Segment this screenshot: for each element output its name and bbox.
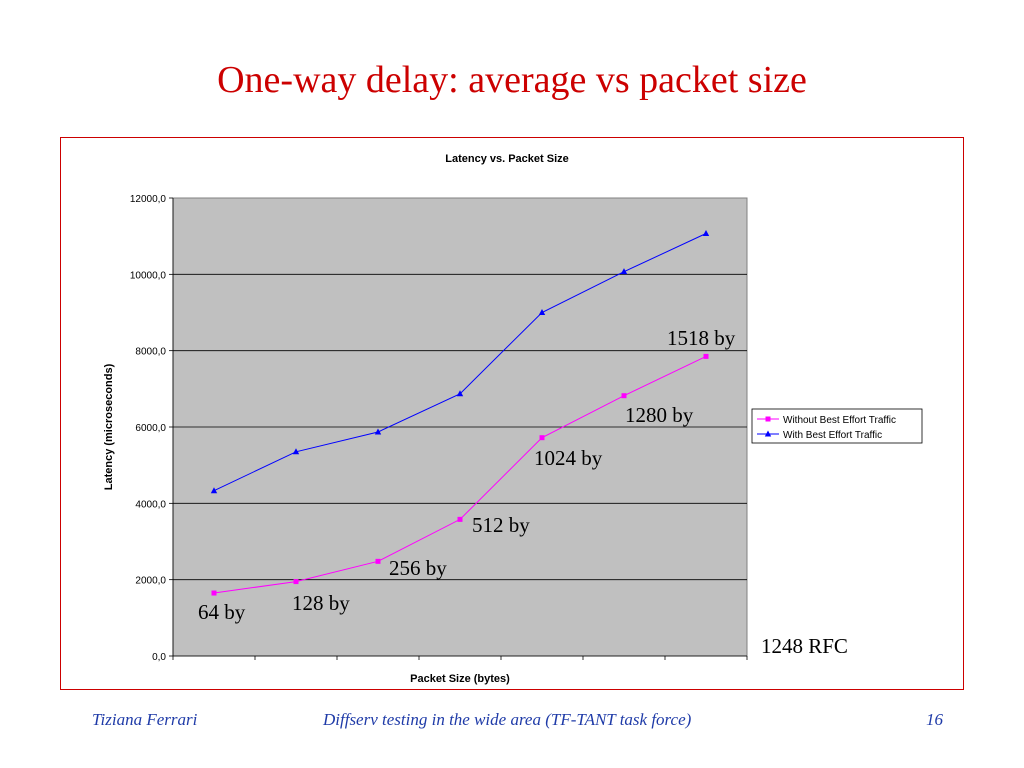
y-tick-label: 0,0 (152, 652, 166, 663)
footer-presentation-title: Diffserv testing in the wide area (TF-TA… (323, 710, 692, 729)
data-point-square (457, 516, 463, 522)
chart-title: Latency vs. Packet Size (445, 153, 569, 165)
annotation-256: 256 by (389, 556, 447, 580)
legend-label: Without Best Effort Traffic (783, 415, 896, 426)
y-tick-label: 8000,0 (135, 347, 166, 358)
y-tick-label: 4000,0 (135, 499, 166, 510)
y-tick-label: 10000,0 (130, 270, 167, 281)
data-point-square (211, 590, 217, 596)
data-point-square (703, 353, 709, 359)
latency-chart: Latency vs. Packet Size 0,0 2000,0 4000,0 6… (103, 153, 923, 685)
annotation-1024: 1024 by (534, 446, 603, 470)
annotation-64: 64 by (198, 600, 246, 624)
y-tick-label: 12000,0 (130, 194, 167, 205)
data-point-square (375, 558, 381, 564)
legend-label: With Best Effort Traffic (783, 430, 882, 441)
data-point-triangle (374, 428, 382, 435)
data-point-triangle (292, 448, 300, 455)
slide-title: One-way delay: average vs packet size (217, 59, 807, 101)
legend-marker-square (765, 416, 771, 422)
annotation-128: 128 by (292, 591, 350, 615)
annotation-rfc: 1248 RFC (761, 634, 848, 658)
annotation-512: 512 by (472, 513, 530, 537)
legend-marker-triangle (764, 430, 772, 437)
data-point-square (621, 393, 627, 399)
data-point-triangle (702, 229, 710, 236)
data-point-square (539, 435, 545, 441)
x-axis-label: Packet Size (bytes) (410, 673, 510, 685)
chart-legend: Without Best Effort Traffic With Best Eff… (751, 408, 923, 444)
footer-page-number: 16 (926, 710, 943, 729)
footer-author: Tiziana Ferrari (92, 710, 198, 729)
y-axis-label: Latency (microseconds) (103, 363, 115, 490)
annotation-1280: 1280 by (625, 403, 694, 427)
data-point-triangle (538, 309, 546, 315)
y-tick-label: 2000,0 (135, 576, 166, 587)
data-point-triangle (456, 390, 464, 397)
annotation-1518: 1518 by (667, 326, 736, 350)
y-tick-label: 6000,0 (135, 423, 166, 434)
data-point-triangle (210, 487, 218, 494)
data-point-square (293, 579, 299, 585)
data-point-triangle (620, 268, 628, 275)
